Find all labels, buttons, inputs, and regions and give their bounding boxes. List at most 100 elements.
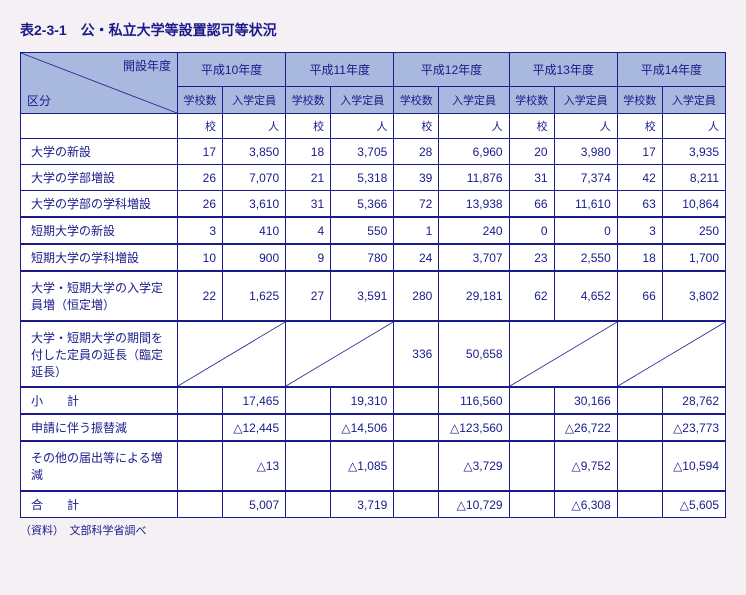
sub-header: 学校数 xyxy=(509,86,554,113)
row-label: その他の届出等による増減 xyxy=(21,441,178,491)
data-cell: 900 xyxy=(223,244,286,271)
data-cell: 29,181 xyxy=(439,271,509,321)
data-cell: 17 xyxy=(178,139,223,165)
table-title: 表2-3-1 公・私立大学等設置認可等状況 xyxy=(20,20,726,40)
data-cell: 22 xyxy=(178,271,223,321)
data-cell: 1 xyxy=(394,217,439,244)
corner-cell: 開設年度 区分 xyxy=(21,53,178,114)
sub-header: 学校数 xyxy=(394,86,439,113)
data-cell xyxy=(178,387,223,414)
data-cell: △10,594 xyxy=(662,441,725,491)
unit-cell: 校 xyxy=(286,114,331,139)
data-cell xyxy=(509,441,554,491)
data-cell: △12,445 xyxy=(223,414,286,441)
data-cell: 336 xyxy=(394,321,439,387)
data-cell: 18 xyxy=(286,139,331,165)
row-label: 大学・短期大学の期間を付した定員の延長（臨定延長） xyxy=(21,321,178,387)
row-label: 大学・短期大学の入学定員増（恒定増） xyxy=(21,271,178,321)
data-cell: 116,560 xyxy=(439,387,509,414)
data-cell: 10,864 xyxy=(662,191,725,218)
data-cell: 410 xyxy=(223,217,286,244)
unit-cell: 人 xyxy=(554,114,617,139)
data-table: 開設年度 区分 平成10年度 平成11年度 平成12年度 平成13年度 平成14… xyxy=(20,52,726,518)
year-header: 平成14年度 xyxy=(617,53,725,87)
data-cell xyxy=(286,441,331,491)
data-cell: 66 xyxy=(509,191,554,218)
data-cell: 3,850 xyxy=(223,139,286,165)
data-cell: 4 xyxy=(286,217,331,244)
data-cell: 2,550 xyxy=(554,244,617,271)
data-cell: 10 xyxy=(178,244,223,271)
data-cell: 20 xyxy=(509,139,554,165)
data-cell: 11,876 xyxy=(439,165,509,191)
data-cell: 6,960 xyxy=(439,139,509,165)
data-cell: 27 xyxy=(286,271,331,321)
data-cell: 5,366 xyxy=(331,191,394,218)
data-cell: 72 xyxy=(394,191,439,218)
data-cell: 7,374 xyxy=(554,165,617,191)
data-cell: △26,722 xyxy=(554,414,617,441)
data-cell: 1,700 xyxy=(662,244,725,271)
data-cell: 3,935 xyxy=(662,139,725,165)
data-cell: △23,773 xyxy=(662,414,725,441)
sub-header: 入学定員 xyxy=(662,86,725,113)
data-cell: △3,729 xyxy=(439,441,509,491)
corner-bottom-label: 区分 xyxy=(27,92,51,109)
data-cell: 17 xyxy=(617,139,662,165)
diagonal-cell xyxy=(509,321,617,387)
data-cell: 21 xyxy=(286,165,331,191)
data-cell: 3 xyxy=(617,217,662,244)
data-cell: 39 xyxy=(394,165,439,191)
unit-cell: 校 xyxy=(617,114,662,139)
data-cell: 66 xyxy=(617,271,662,321)
unit-row-head xyxy=(21,114,178,139)
data-cell xyxy=(286,387,331,414)
data-cell: △123,560 xyxy=(439,414,509,441)
data-cell: 0 xyxy=(554,217,617,244)
unit-cell: 人 xyxy=(439,114,509,139)
data-cell: 26 xyxy=(178,165,223,191)
unit-cell: 校 xyxy=(509,114,554,139)
data-cell: △13 xyxy=(223,441,286,491)
corner-top-label: 開設年度 xyxy=(123,57,171,74)
data-cell: △6,308 xyxy=(554,491,617,518)
data-cell: 7,070 xyxy=(223,165,286,191)
row-label: 大学の学部の学科増設 xyxy=(21,191,178,218)
unit-cell: 人 xyxy=(331,114,394,139)
sub-header: 学校数 xyxy=(617,86,662,113)
data-cell: 250 xyxy=(662,217,725,244)
data-cell xyxy=(617,414,662,441)
data-cell: 50,658 xyxy=(439,321,509,387)
data-cell: 42 xyxy=(617,165,662,191)
data-cell xyxy=(178,414,223,441)
data-cell xyxy=(509,387,554,414)
data-cell: 62 xyxy=(509,271,554,321)
data-cell: 26 xyxy=(178,191,223,218)
row-label: 合 計 xyxy=(21,491,178,518)
data-cell: 550 xyxy=(331,217,394,244)
source-note: （資料） 文部科学省調べ xyxy=(20,522,726,538)
data-cell xyxy=(178,441,223,491)
data-cell xyxy=(286,491,331,518)
diagonal-cell xyxy=(617,321,725,387)
data-cell: 240 xyxy=(439,217,509,244)
unit-cell: 校 xyxy=(178,114,223,139)
data-cell: 13,938 xyxy=(439,191,509,218)
row-label: 小 計 xyxy=(21,387,178,414)
year-header: 平成13年度 xyxy=(509,53,617,87)
data-cell: 5,318 xyxy=(331,165,394,191)
data-cell: △10,729 xyxy=(439,491,509,518)
diagonal-cell xyxy=(178,321,286,387)
data-cell: 19,310 xyxy=(331,387,394,414)
year-header: 平成10年度 xyxy=(178,53,286,87)
data-cell: 63 xyxy=(617,191,662,218)
data-cell: △9,752 xyxy=(554,441,617,491)
diagonal-cell xyxy=(286,321,394,387)
data-cell xyxy=(178,491,223,518)
year-header: 平成12年度 xyxy=(394,53,509,87)
data-cell: 31 xyxy=(286,191,331,218)
data-cell xyxy=(394,491,439,518)
data-cell: 24 xyxy=(394,244,439,271)
row-label: 短期大学の新設 xyxy=(21,217,178,244)
data-cell: 23 xyxy=(509,244,554,271)
